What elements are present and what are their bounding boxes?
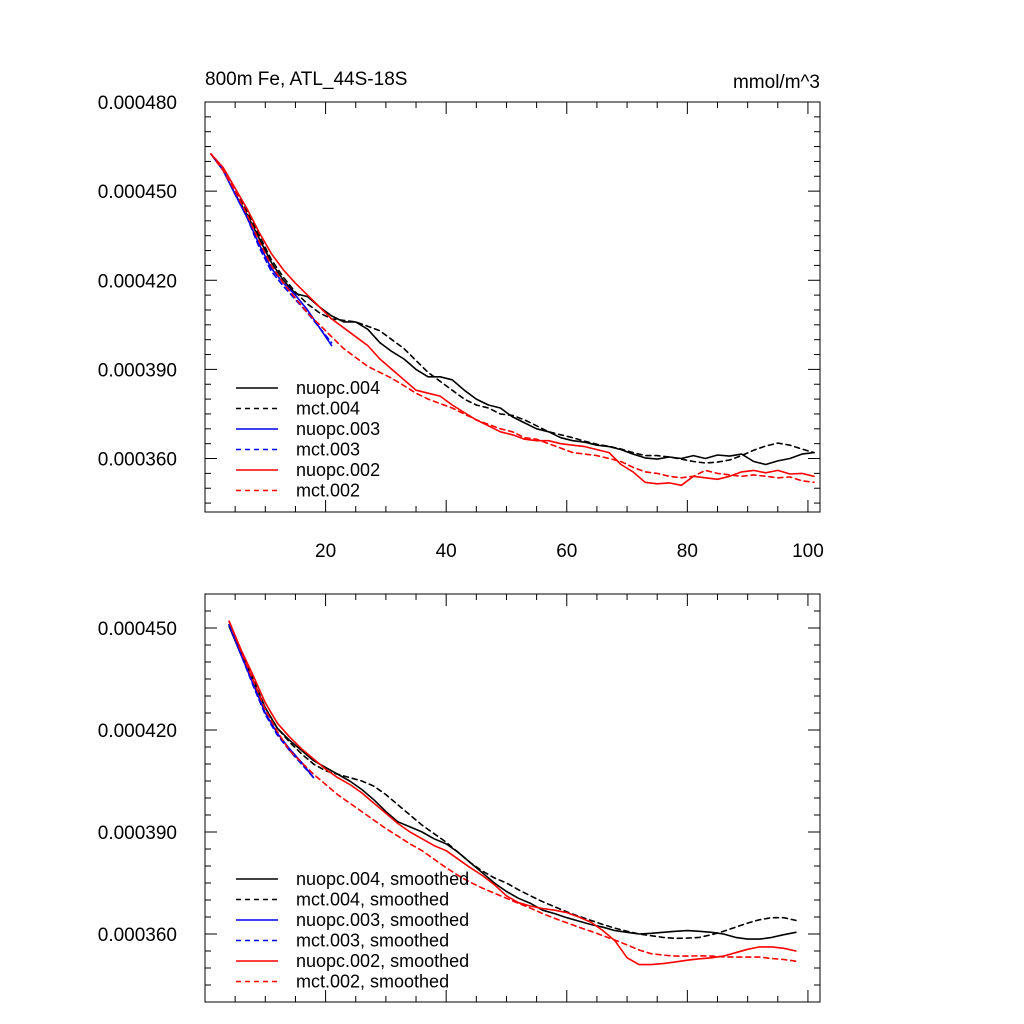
units-label: mmol/m^3 (733, 72, 820, 93)
series-line-nuopc-002 (210, 153, 815, 487)
y-tick-label: 0.000450 (98, 619, 177, 640)
plot-frame (204, 101, 821, 513)
x-tick-label: 60 (556, 541, 577, 562)
series-line-mct-002-smoothed (228, 620, 797, 963)
legend-label: nuopc.004, smoothed (296, 869, 469, 889)
y-tick-label: 0.000360 (98, 925, 177, 946)
chart-title: 800m Fe, ATL_44S-18S (205, 69, 407, 90)
legend-label: mct.002, smoothed (296, 972, 449, 992)
series-line-mct-004 (210, 153, 815, 464)
legend-label: mct.004 (296, 399, 360, 419)
legend-label: nuopc.002, smoothed (296, 951, 469, 971)
legend-label: mct.003 (296, 440, 360, 460)
series-line-nuopc-004-smoothed (228, 625, 797, 940)
y-tick-label: 0.000420 (98, 271, 177, 292)
y-tick-label: 0.000390 (98, 360, 177, 381)
series-line-mct-002 (210, 153, 815, 484)
y-tick-label: 0.000360 (98, 450, 177, 471)
x-tick-label: 20 (315, 541, 336, 562)
series-line-nuopc-003 (210, 153, 333, 347)
legend-label: mct.004, smoothed (296, 890, 449, 910)
legend-label: nuopc.003, smoothed (296, 910, 469, 930)
y-tick-label: 0.000420 (98, 721, 177, 742)
series-line-mct-003-smoothed (228, 623, 315, 779)
legend-label: mct.003, smoothed (296, 931, 449, 951)
y-tick-label: 0.000450 (98, 182, 177, 203)
legend-label: mct.002 (296, 481, 360, 501)
y-tick-label: 0.000390 (98, 823, 177, 844)
x-tick-label: 100 (792, 541, 824, 562)
legend-label: nuopc.002 (296, 460, 380, 480)
legend: nuopc.004mct.004nuopc.003mct.003nuopc.00… (236, 378, 380, 501)
legend-label: nuopc.004 (296, 378, 380, 398)
x-tick-label: 80 (677, 541, 698, 562)
top-panel: 20 40 60 80 100 0.000480 0.000450 0.000420 0.000… (98, 69, 824, 562)
y-tick-label: 0.000480 (98, 93, 177, 114)
x-tick-label: 40 (436, 541, 457, 562)
series-line-nuopc-003-smoothed (228, 623, 315, 779)
bottom-panel: 0.000450 0.000420 0.000390 0.000360 nuopc.00… (98, 593, 821, 1003)
legend-label: nuopc.003 (296, 419, 380, 439)
series-line-nuopc-002-smoothed (228, 620, 797, 966)
